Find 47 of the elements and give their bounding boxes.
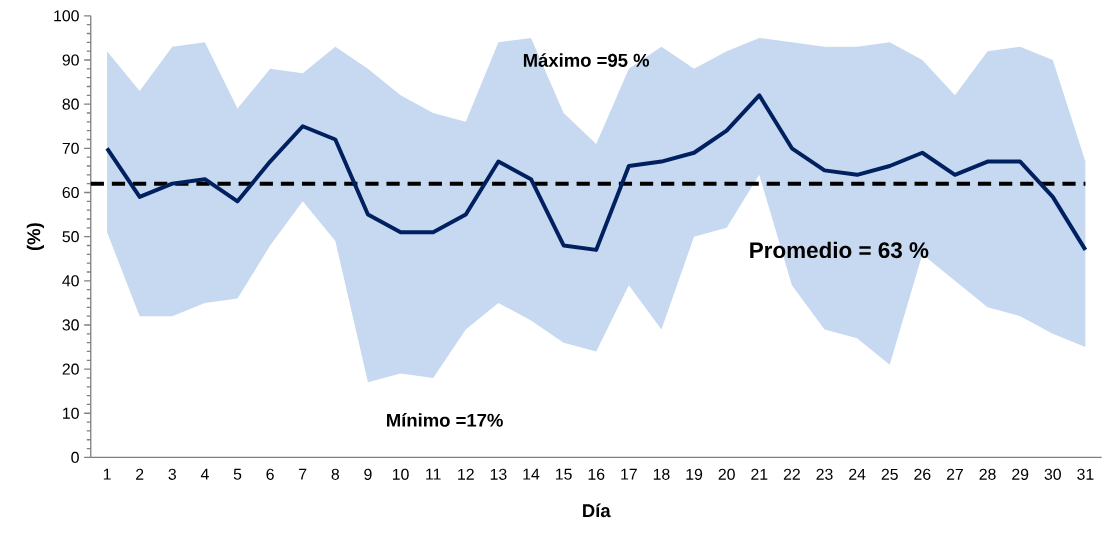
x-tick-label: 6 xyxy=(266,468,274,481)
x-tick-label: 16 xyxy=(588,468,605,481)
x-tick-label: 2 xyxy=(136,468,144,480)
y-tick-label: 40 xyxy=(62,275,79,287)
y-axis-title: (%) xyxy=(26,223,44,251)
x-tick-label: 25 xyxy=(881,468,898,481)
x-tick-label: 21 xyxy=(751,468,768,480)
x-tick-label: 18 xyxy=(653,468,670,481)
y-tick-label: 50 xyxy=(62,231,79,243)
x-tick-label: 3 xyxy=(168,468,176,481)
x-tick-label: 23 xyxy=(816,468,833,481)
x-tick-label: 12 xyxy=(458,468,474,480)
x-tick-label: 30 xyxy=(1044,468,1061,481)
x-tick-label: 1 xyxy=(103,468,111,480)
x-tick-label: 22 xyxy=(783,468,800,480)
y-tick-label: 70 xyxy=(62,142,79,155)
y-tick-label: 60 xyxy=(62,187,79,199)
y-tick-label: 100 xyxy=(54,10,79,22)
y-tick-label: 30 xyxy=(62,319,79,331)
x-tick-label: 19 xyxy=(686,468,703,481)
x-tick-label: 17 xyxy=(621,468,637,480)
y-tick-label: 0 xyxy=(71,452,79,464)
x-tick-label: 4 xyxy=(200,468,209,480)
x-tick-label: 26 xyxy=(914,468,931,481)
x-tick-label: 14 xyxy=(523,468,540,480)
x-tick-label: 7 xyxy=(299,468,307,480)
x-tick-label: 24 xyxy=(849,468,866,480)
x-tick-label: 27 xyxy=(946,468,963,480)
x-tick-label: 5 xyxy=(233,468,242,480)
x-tick-label: 15 xyxy=(556,468,572,480)
x-tick-label: 11 xyxy=(426,468,441,480)
y-tick-label: 90 xyxy=(62,54,79,66)
y-tick-label: 20 xyxy=(62,363,79,375)
x-tick-label: 31 xyxy=(1077,468,1094,481)
x-tick-label: 8 xyxy=(331,468,340,481)
annotation: Promedio = 63 % xyxy=(750,241,929,259)
x-axis-title: Día xyxy=(583,503,611,518)
x-tick-label: 20 xyxy=(718,468,735,481)
x-tick-label: 13 xyxy=(490,468,507,481)
x-tick-label: 29 xyxy=(1012,468,1029,481)
x-tick-label: 9 xyxy=(364,468,372,481)
x-tick-label: 10 xyxy=(392,468,409,481)
y-tick-label: 80 xyxy=(62,98,79,110)
x-tick-label: 28 xyxy=(979,468,996,481)
y-tick-label: 10 xyxy=(63,407,79,420)
annotation: Mínimo =17% xyxy=(387,413,503,427)
annotation: Máximo =95 % xyxy=(523,53,650,68)
